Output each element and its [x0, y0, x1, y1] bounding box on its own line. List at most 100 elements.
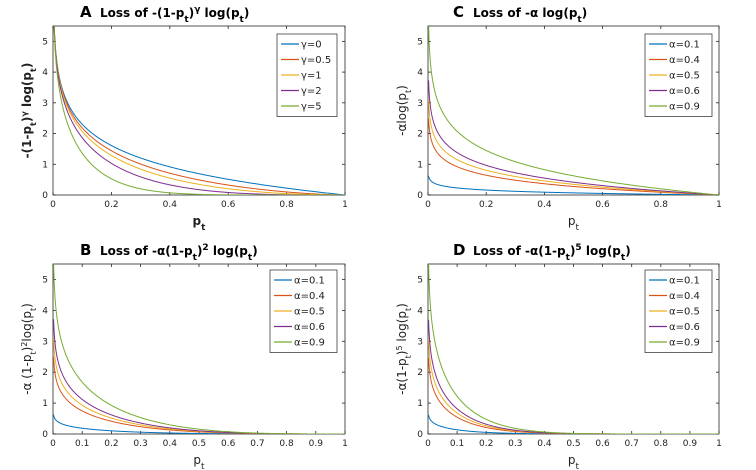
x-tick-label: 0.3	[508, 439, 522, 449]
chart-panel-a: A Loss of -(1-pt)γ log(pt)0 0.2 0.4 0.6 0.8 10…	[20, 3, 348, 233]
title-subscript: t	[193, 253, 198, 263]
x-tick-label: 0.8	[279, 200, 294, 210]
y-label-subscript: t	[404, 308, 413, 311]
x-label-subscript: t	[576, 462, 580, 470]
chart-title: Loss of -α(1-pt)5 log(pt)	[473, 243, 631, 263]
x-tick-label: 0.3	[133, 439, 147, 449]
series-group	[428, 26, 719, 195]
y-tick-label: 2	[42, 130, 48, 140]
panel-letter: C	[453, 3, 464, 21]
legend-label: α=0.9	[294, 338, 325, 349]
y-tick-label: 3	[417, 337, 423, 347]
x-tick-label: 0.4	[163, 200, 178, 210]
x-tick-label: 1	[716, 200, 722, 210]
x-axis-label: pt	[193, 453, 205, 470]
y-label-subscript: t	[404, 90, 413, 93]
y-label-part: -α (1-p	[20, 355, 34, 395]
title-part: )	[570, 244, 575, 258]
x-tick-label: 0.6	[221, 200, 236, 210]
title-part: )	[582, 6, 587, 20]
series-group	[53, 264, 345, 434]
x-tick-label: 0	[50, 439, 56, 449]
title-part: )	[252, 244, 257, 258]
legend-label: α=0.1	[669, 40, 700, 51]
title-part: Loss of -α(1-p	[100, 244, 193, 258]
y-axis-label: -α (1-pt)2log(pt)	[20, 303, 38, 395]
legend-box	[644, 33, 713, 117]
x-tick-label: 0	[50, 200, 56, 210]
title-superscript: γ	[194, 5, 200, 15]
x-tick-label: 0.7	[625, 439, 639, 449]
chart-panel-c: C Loss of -α log(pt)0 0.2 0.4 0.6 0.8 1012345p…	[395, 3, 722, 233]
y-tick-label: 3	[417, 99, 423, 109]
y-label-part: )	[20, 347, 34, 352]
y-tick-label: 0	[417, 430, 423, 440]
x-tick-label: 0.4	[537, 439, 552, 449]
x-tick-label: 0.4	[537, 200, 552, 210]
legend-label: α=0.6	[669, 322, 700, 333]
y-label-subscript: t	[29, 122, 38, 126]
x-tick-label: 0.6	[595, 200, 610, 210]
legend-label: α=0.6	[669, 86, 700, 97]
y-tick-label: 0	[417, 191, 423, 201]
y-label-subscript: t	[29, 308, 38, 311]
title-part: Loss of -α(1-p	[473, 244, 566, 258]
y-label-subscript: t	[404, 355, 413, 358]
series-line-2	[53, 26, 345, 195]
y-label-part: )	[395, 85, 409, 90]
x-tick-label: 0.7	[250, 439, 264, 449]
y-label-superscript: γ	[20, 111, 29, 117]
x-tick-label: 0.1	[450, 439, 464, 449]
title-part: Loss of -(1-p	[100, 6, 185, 20]
x-tick-label: 0.8	[654, 439, 669, 449]
x-axis-label: pt	[568, 453, 580, 470]
y-label-subscript: t	[29, 68, 38, 72]
x-tick-label: 0.9	[683, 439, 698, 449]
legend-label: γ=1	[301, 71, 322, 82]
x-tick-label: 0.9	[309, 439, 324, 449]
legend: α=0.1 α=0.4 α=0.5 α=0.6 α=0.9	[644, 269, 713, 353]
title-part: )	[625, 244, 630, 258]
x-label-part: p	[193, 453, 201, 467]
x-tick-label: 0	[425, 200, 431, 210]
x-axis-label: pt	[193, 214, 207, 233]
series-group	[428, 264, 719, 434]
legend-label: α=0.1	[294, 276, 325, 287]
y-tick-label: 4	[417, 306, 423, 316]
x-label-part: p	[568, 214, 576, 228]
series-line-0.9	[428, 26, 719, 195]
y-tick-label: 0	[42, 191, 48, 201]
x-tick-label: 1	[342, 439, 348, 449]
x-tick-label: 0.5	[192, 439, 206, 449]
series-line-0.4	[428, 118, 719, 195]
title-part: )	[244, 6, 249, 20]
chart-title: Loss of -α log(pt)	[473, 6, 587, 25]
title-part: )	[197, 244, 202, 258]
x-tick-label: 0.2	[479, 200, 493, 210]
y-label-part: )	[20, 303, 34, 308]
y-label-superscript: 5	[395, 345, 404, 350]
x-tick-label: 0.6	[221, 439, 236, 449]
y-axis-label: -αlog(pt)	[395, 85, 413, 136]
y-label-part: log(p	[20, 72, 34, 112]
x-label-part: p	[568, 453, 576, 467]
y-tick-label: 5	[417, 37, 423, 47]
y-tick-label: 5	[42, 275, 48, 285]
series-line-5	[53, 26, 345, 195]
x-tick-label: 1	[716, 439, 722, 449]
y-label-part: log(p	[20, 311, 34, 342]
x-label-subscript: t	[201, 223, 206, 233]
y-axis-label: -(1-pt)γ log(pt)	[20, 63, 38, 159]
title-part: log(p	[209, 244, 249, 258]
y-label-part: )	[395, 350, 409, 355]
title-subscript: t	[240, 15, 245, 25]
y-tick-label: 4	[417, 68, 423, 78]
series-line-0.9	[53, 264, 345, 434]
legend-label: α=0.9	[669, 338, 700, 349]
legend: α=0.1 α=0.4 α=0.5 α=0.6 α=0.9	[269, 269, 338, 353]
title-part: log(p	[200, 6, 240, 20]
title-part: Loss of -α log(p	[473, 6, 578, 20]
legend-label: α=0.4	[669, 55, 700, 66]
title-superscript: 2	[202, 243, 208, 253]
